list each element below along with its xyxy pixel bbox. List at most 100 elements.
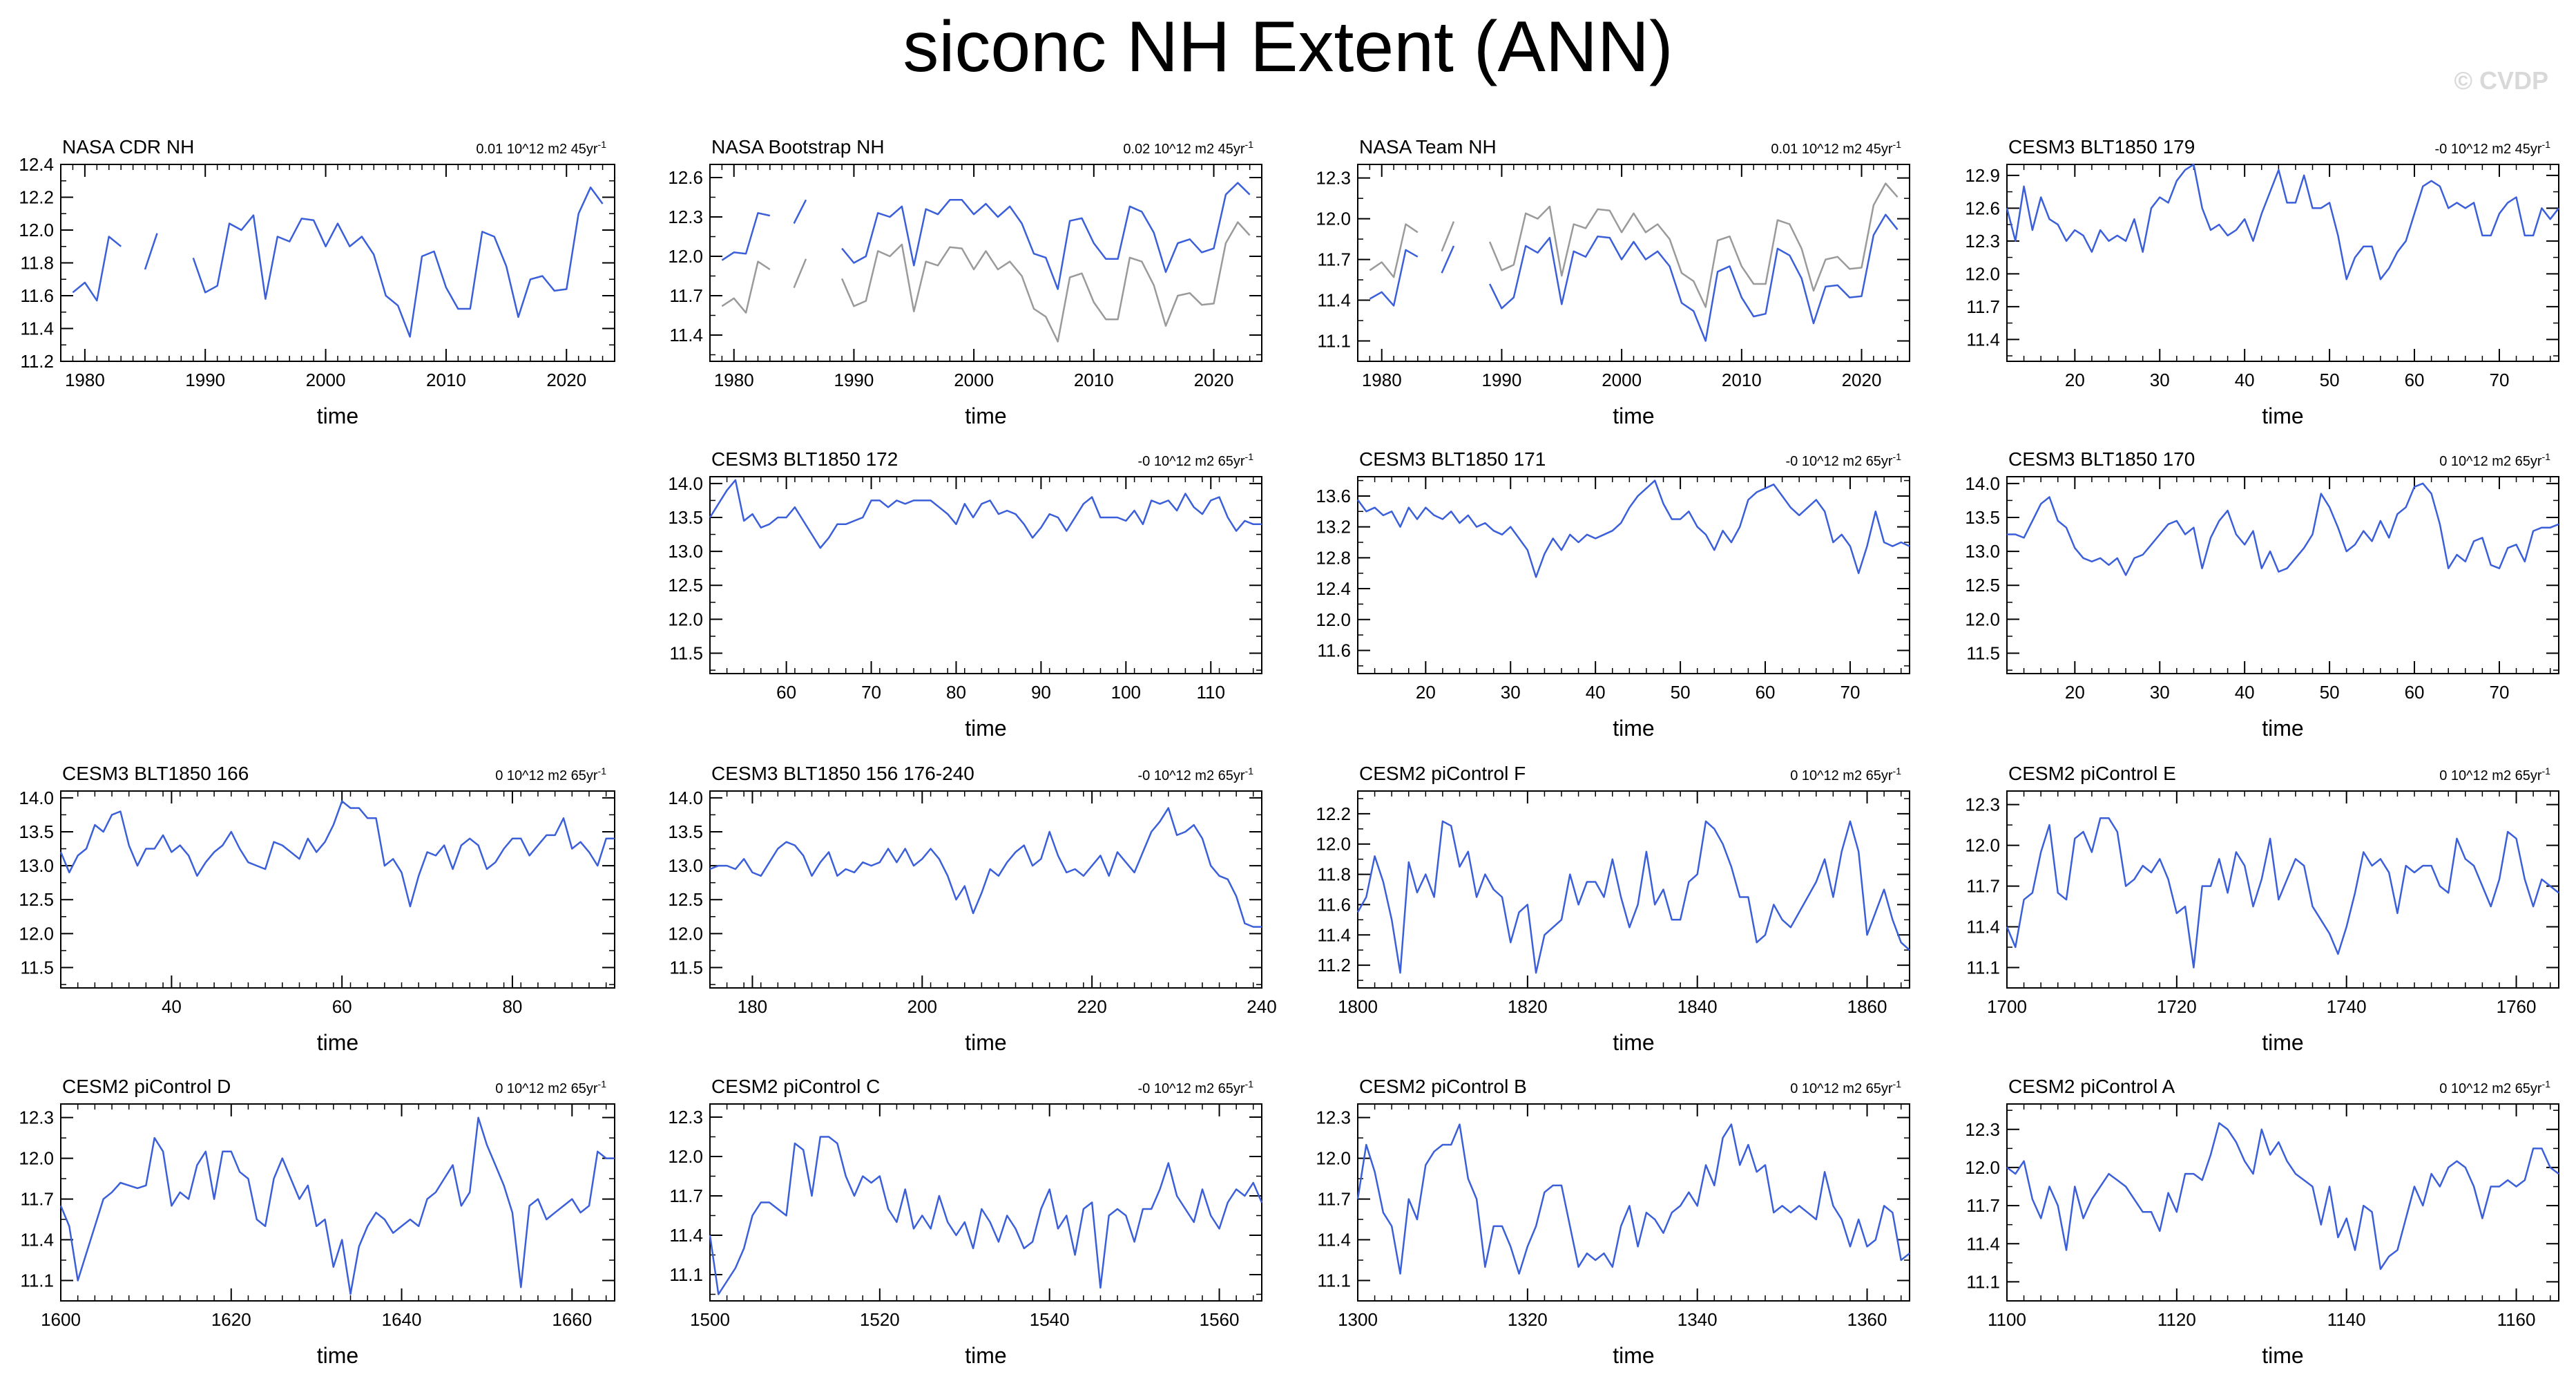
x-tick-label: 1300 (1338, 1309, 1378, 1330)
y-tick-label: 12.4 (1316, 578, 1351, 599)
y-tick-label: 13.5 (668, 821, 703, 842)
y-tick-label: 11.2 (20, 351, 54, 372)
trend-superscript: -1 (1893, 451, 1902, 462)
x-tick-label: 50 (2320, 682, 2340, 703)
x-tick-label: 1340 (1678, 1309, 1718, 1330)
chart-panel: 1800 1820 1840 1860 11.2 11.4 11.6 11.8 12.0 12.2… (1316, 763, 1910, 1055)
y-tick-label: 11.4 (20, 1230, 54, 1250)
series-line (72, 236, 122, 302)
x-tick-label: 30 (2150, 370, 2170, 390)
y-tick-label: 11.1 (1966, 1271, 2000, 1292)
plot-title: CESM3 BLT1850 170 (2008, 448, 2195, 470)
series-line (2006, 163, 2559, 280)
y-tick-label: 11.7 (1966, 296, 2000, 317)
y-tick-label: 11.7 (1317, 249, 1351, 270)
y-tick-label: 12.0 (668, 923, 703, 944)
series-line (709, 807, 1262, 928)
x-axis-label: time (2262, 1343, 2303, 1368)
x-tick-label: 2020 (1194, 370, 1234, 390)
y-tick-label: 14.0 (668, 473, 703, 494)
series-line (1356, 1123, 1910, 1275)
trend-superscript: -1 (598, 1078, 607, 1089)
y-tick-label: 13.0 (1965, 541, 2000, 562)
y-tick-label: 13.6 (1316, 486, 1351, 506)
y-tick-label: 11.5 (669, 958, 703, 978)
x-tick-label: 1500 (690, 1309, 730, 1330)
y-tick-label: 12.5 (19, 889, 54, 910)
x-tick-label: 60 (1756, 682, 1776, 703)
series-line (1356, 820, 1910, 974)
y-tick-label: 11.5 (1966, 643, 2000, 664)
trend-superscript: -1 (1245, 451, 1254, 462)
y-tick-label: 13.0 (19, 855, 54, 876)
y-tick-label: 12.8 (1316, 547, 1351, 568)
y-tick-label: 11.1 (1317, 331, 1351, 352)
x-tick-label: 70 (861, 682, 881, 703)
y-tick-label: 13.0 (668, 855, 703, 876)
trend-label: -0 10^12 m2 65yr-1 (1138, 1078, 1254, 1096)
x-tick-label: 1560 (1200, 1309, 1240, 1330)
y-tick-label: 12.0 (668, 609, 703, 629)
y-tick-label: 11.7 (20, 1189, 54, 1210)
x-tick-label: 1990 (834, 370, 874, 390)
plot-frame (60, 790, 615, 989)
x-tick-label: 1120 (2157, 1309, 2196, 1330)
y-tick-label: 12.3 (668, 207, 703, 227)
plot-title: CESM3 BLT1850 171 (1359, 448, 1546, 470)
x-axis-label: time (317, 1343, 358, 1368)
x-axis-label: time (965, 1030, 1006, 1055)
y-tick-label: 11.2 (1317, 955, 1351, 975)
x-tick-label: 40 (162, 996, 182, 1017)
y-tick-label: 11.4 (669, 325, 703, 345)
y-tick-label: 11.1 (1317, 1270, 1351, 1291)
y-tick-label: 13.2 (1316, 517, 1351, 537)
series-line (709, 1136, 1263, 1295)
y-tick-label: 14.0 (1965, 473, 2000, 494)
x-tick-label: 1800 (1338, 996, 1378, 1017)
x-tick-label: 2000 (306, 370, 346, 390)
trend-superscript: -1 (2542, 139, 2551, 150)
y-tick-label: 11.4 (1966, 1233, 2000, 1254)
x-tick-label: 1540 (1030, 1309, 1070, 1330)
plot-frame (60, 164, 615, 362)
y-tick-label: 11.1 (20, 1270, 54, 1291)
y-tick-label: 11.7 (1317, 1189, 1351, 1210)
y-tick-label: 12.0 (19, 220, 54, 240)
x-tick-label: 1980 (1362, 370, 1402, 390)
plot-frame (1357, 476, 1910, 674)
trend-label: 0 10^12 m2 65yr-1 (2439, 765, 2550, 783)
y-tick-label: 12.0 (1965, 263, 2000, 284)
y-tick-label: 11.4 (1317, 290, 1351, 311)
x-tick-label: 2010 (1074, 370, 1114, 390)
y-tick-label: 12.0 (668, 1146, 703, 1167)
chart-panel: 1500 1520 1540 1560 11.1 11.4 11.7 12.0 12.3 CESM… (668, 1076, 1263, 1368)
trend-superscript: -1 (2542, 1078, 2551, 1089)
chart-panel: 20 30 40 50 60 70 11.5 12.0 12.5 13.0 13.5 14.0 CESM… (1965, 448, 2559, 741)
plot-title: NASA Team NH (1359, 136, 1497, 158)
x-tick-label: 1640 (382, 1309, 422, 1330)
x-axis-label: time (1613, 1030, 1654, 1055)
series-line (840, 221, 1251, 343)
trend-label: -0 10^12 m2 65yr-1 (1138, 765, 1254, 783)
x-tick-label: 1600 (41, 1309, 81, 1330)
x-tick-label: 1100 (1988, 1309, 2026, 1330)
chart-panel: 1980 1990 2000 2010 2020 11.2 11.4 11.6 11.8 12.0… (19, 136, 615, 428)
trend-label: 0.01 10^12 m2 45yr-1 (1771, 139, 1901, 157)
x-tick-label: 50 (1671, 682, 1691, 703)
series-line (192, 187, 604, 338)
y-tick-label: 11.4 (1317, 924, 1351, 945)
y-tick-label: 11.5 (669, 643, 703, 664)
x-axis-label: time (2262, 716, 2303, 741)
y-tick-label: 12.0 (1316, 609, 1351, 630)
x-axis-label: time (965, 1343, 1006, 1368)
x-tick-label: 60 (776, 682, 796, 703)
plot-frame (709, 790, 1262, 989)
x-axis-label: time (1613, 716, 1654, 741)
y-tick-label: 12.0 (1965, 1157, 2000, 1178)
trend-label: 0 10^12 m2 65yr-1 (1790, 765, 1901, 783)
chart-panel: 1600 1620 1640 1660 11.1 11.4 11.7 12.0 12.3 CESM… (19, 1076, 615, 1368)
series-line (59, 1116, 615, 1295)
series-line (144, 233, 158, 270)
x-axis-label: time (2262, 1030, 2303, 1055)
plot-title: CESM2 piControl D (62, 1076, 231, 1097)
